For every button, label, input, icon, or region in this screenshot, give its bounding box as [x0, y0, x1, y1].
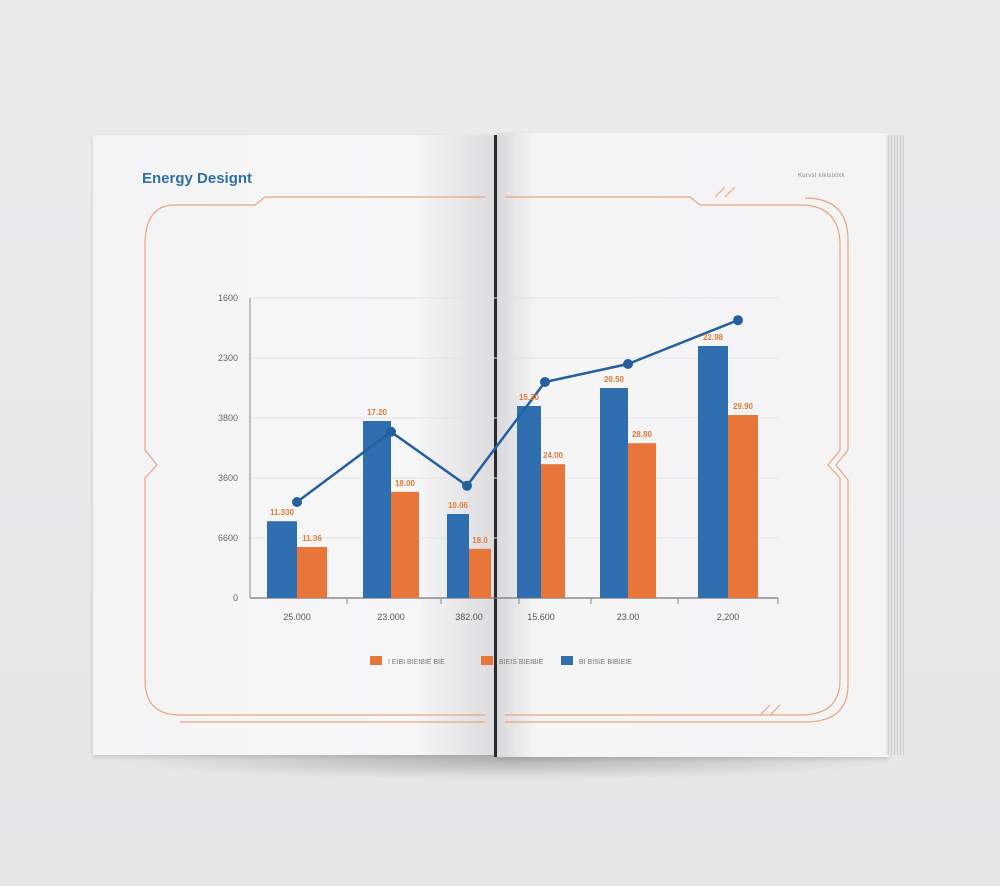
data-label: 11.330 [270, 508, 295, 517]
decorative-frame [144, 186, 849, 723]
bar-series-2 [728, 415, 758, 598]
data-label: 28.80 [632, 430, 653, 439]
y-tick-label: 1600 [218, 293, 238, 303]
left-page [93, 135, 495, 755]
line-point [540, 377, 550, 387]
bar-series-2 [391, 491, 419, 598]
legend-label: BIEIS BIEIBIE [499, 659, 544, 666]
data-label: 29.90 [733, 402, 754, 411]
page-edges [886, 135, 904, 755]
data-label: 15.30 [519, 393, 540, 402]
data-label: 24.00 [543, 451, 564, 460]
data-label: 11.36 [302, 534, 322, 543]
x-tick-label: 15.600 [527, 612, 555, 622]
data-label: 22.98 [703, 333, 724, 342]
bar-series-2 [628, 443, 656, 598]
data-label: 18.0 [472, 536, 488, 545]
line-point [386, 426, 396, 437]
line-series [296, 319, 739, 504]
page-title: Energy Designt [142, 170, 253, 187]
legend-label: I EIBI BIEIBIE BIE [388, 659, 445, 666]
data-label: 18.00 [395, 479, 416, 488]
legend-label: BI BISIE BIBIEIE [579, 659, 632, 666]
line-point [462, 480, 472, 491]
bar-series-2 [297, 547, 327, 598]
y-tick-label: 2300 [218, 353, 238, 363]
bar-series-2 [469, 548, 491, 598]
bar-series-1 [517, 406, 541, 598]
bar-series-1 [600, 388, 628, 598]
bar-series-2 [541, 464, 565, 598]
y-tick-label: 3600 [218, 473, 238, 483]
data-label: 10.06 [448, 501, 469, 510]
line-point [623, 359, 633, 369]
right-page [497, 133, 889, 757]
data-label: 20.50 [604, 375, 625, 384]
legend-swatch [481, 656, 493, 665]
x-tick-label: 25.000 [283, 612, 311, 622]
bar-series-1 [363, 421, 391, 598]
bar-series-1 [698, 346, 728, 598]
x-tick-label: 2,200 [717, 612, 740, 622]
running-header: Kurvsl kiklslxlxk [798, 173, 845, 179]
y-tick-label: 3800 [218, 413, 238, 423]
bar-series-1 [267, 521, 297, 598]
x-tick-label: 23.000 [377, 612, 405, 622]
y-tick-label: 6600 [218, 533, 238, 543]
line-point [733, 315, 743, 326]
x-tick-label: 382.00 [455, 612, 483, 622]
y-tick-label: 0 [233, 593, 238, 603]
line-point [292, 497, 302, 507]
legend-swatch [370, 656, 382, 665]
x-tick-label: 23.00 [617, 612, 640, 622]
data-label: 17.20 [367, 408, 388, 417]
bar-series-1 [447, 514, 469, 598]
legend-swatch [561, 656, 573, 665]
